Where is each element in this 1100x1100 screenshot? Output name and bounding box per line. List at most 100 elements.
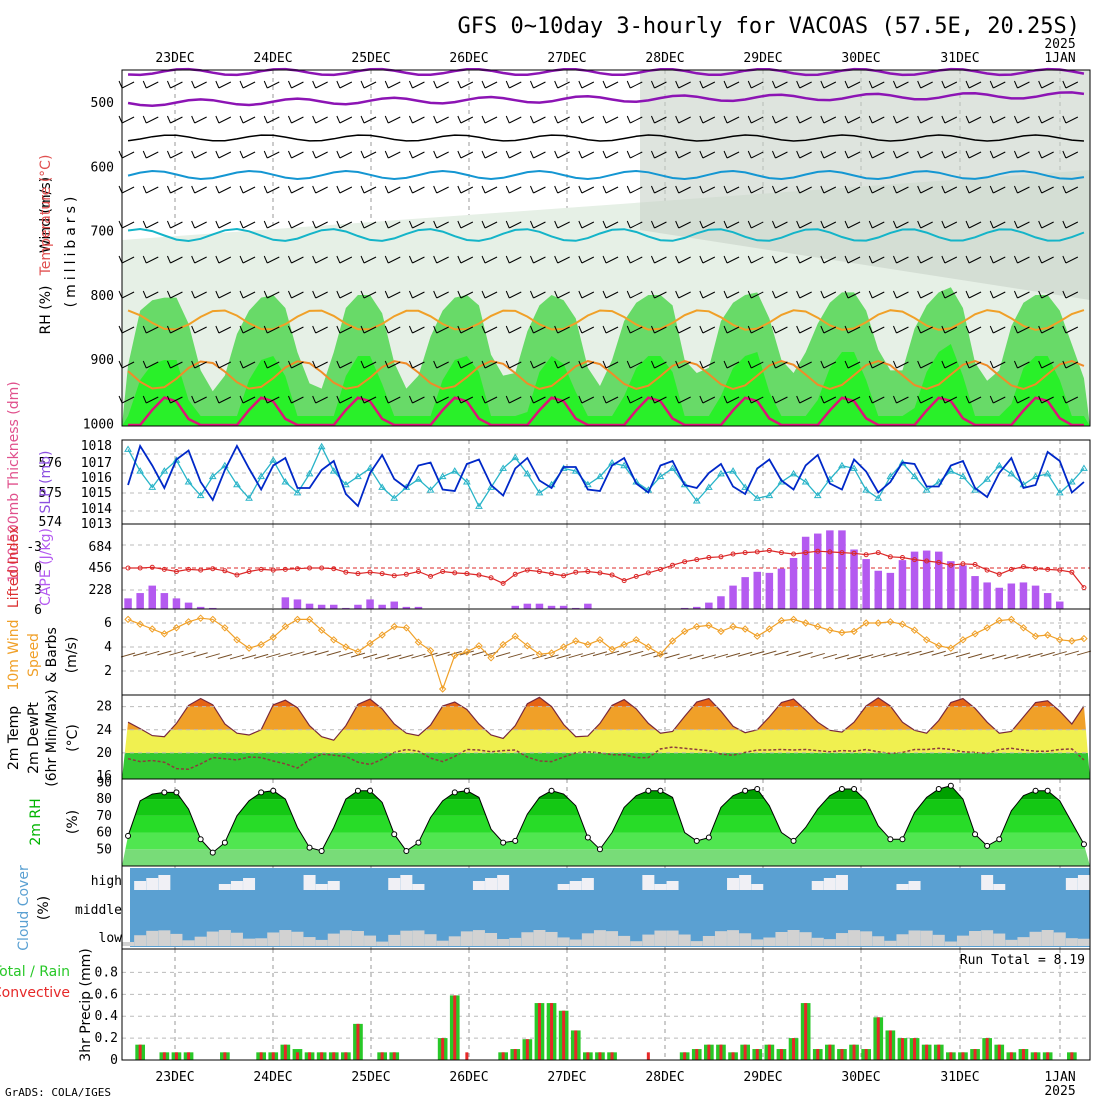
rh-marker xyxy=(657,787,664,794)
wind-barb xyxy=(726,151,740,159)
wind-barb xyxy=(315,396,328,404)
wind-barb xyxy=(436,396,449,404)
wind-barb-tick xyxy=(142,80,147,89)
thickness-marker xyxy=(475,502,483,509)
wind-barb-tick xyxy=(1038,80,1043,89)
thickness-marker xyxy=(862,486,871,493)
wind-barb xyxy=(872,151,885,159)
wind10-barb xyxy=(217,654,232,659)
cloud-low xyxy=(339,930,352,946)
wind-barb-tick xyxy=(917,360,922,369)
wind-barb xyxy=(509,151,522,159)
wind-barb xyxy=(315,81,328,89)
wind-barb xyxy=(726,116,740,124)
wind-barb xyxy=(170,291,183,299)
wind-barb-tick xyxy=(844,325,849,334)
temp2m-label-b: 2m DewPt xyxy=(26,702,42,774)
upper-unit-label: (millibars) xyxy=(63,193,79,308)
wind-barb-tick xyxy=(312,255,317,264)
cloud-high xyxy=(896,884,909,890)
cloud-low xyxy=(134,935,147,946)
wind-barb-tick xyxy=(1062,290,1067,299)
wind-barb xyxy=(170,361,183,369)
wind-barb xyxy=(218,81,232,89)
wind-barb-tick xyxy=(408,255,413,264)
wind10-barb xyxy=(387,654,402,660)
wind-barb xyxy=(533,256,546,264)
wind-barb xyxy=(194,326,207,334)
li-marker xyxy=(984,567,990,573)
rh-marker xyxy=(258,789,265,796)
wind-barb xyxy=(436,361,449,369)
wind-barb-tick xyxy=(650,255,655,264)
wind-barb-tick xyxy=(433,395,438,404)
thickness-marker xyxy=(583,480,592,488)
wind-barb xyxy=(267,116,280,124)
wind-barb-tick xyxy=(263,150,268,159)
li-left-tick: 6 xyxy=(34,603,42,618)
date-tick-top: 24DEC xyxy=(253,51,292,66)
cape-bar xyxy=(523,603,532,609)
thickness-marker xyxy=(196,491,205,499)
cape-bar xyxy=(571,607,580,609)
wind-barb-tick xyxy=(989,115,994,124)
precip-conv-bar xyxy=(997,1044,1001,1060)
wind-barb-tick xyxy=(1013,185,1018,194)
wind-barb xyxy=(363,256,377,264)
wind-barb xyxy=(242,361,256,369)
wind-barb xyxy=(605,186,619,194)
rh-marker xyxy=(596,846,603,853)
wind-barb xyxy=(436,186,449,194)
wind-barb xyxy=(775,361,788,369)
wind-barb-tick xyxy=(1013,115,1018,124)
wind-barb xyxy=(775,326,788,334)
cape-bar xyxy=(414,606,423,609)
precip-conv-bar xyxy=(695,1049,699,1060)
wind-barb-tick xyxy=(917,150,922,159)
wind10-barb xyxy=(520,653,535,659)
wind-barb xyxy=(339,361,353,369)
wind-barb xyxy=(1017,291,1030,299)
wind-barb-tick xyxy=(941,325,946,334)
wind-barb-tick xyxy=(142,395,147,404)
wind-barb-tick xyxy=(1013,220,1018,229)
cloud-high xyxy=(835,875,848,890)
wind10-barb xyxy=(665,653,680,659)
cloud-high xyxy=(146,878,159,890)
wind10-barb xyxy=(1052,651,1067,657)
wind-barb xyxy=(630,256,643,264)
wind-barb-tick xyxy=(287,395,292,404)
wind-barb-tick xyxy=(675,220,680,229)
thickness-marker xyxy=(269,456,278,463)
cloud-low xyxy=(182,940,195,946)
date-tick-bottom: 30DEC xyxy=(841,1070,880,1085)
wind-barb xyxy=(678,186,691,194)
wind-barb xyxy=(872,116,885,124)
wind10-barb xyxy=(931,650,946,656)
li-marker xyxy=(742,550,748,556)
wind-barb xyxy=(484,81,498,89)
precip-conv-bar xyxy=(223,1052,227,1060)
wind-barb xyxy=(121,116,135,124)
wind-barb-tick xyxy=(989,290,994,299)
precip-conv-bar xyxy=(162,1052,166,1060)
wind-barb xyxy=(775,291,788,299)
wind-barb xyxy=(1017,396,1030,404)
wind-barb xyxy=(121,361,135,369)
wind-barb-tick xyxy=(771,360,776,369)
wind10-barb xyxy=(810,652,825,658)
cloud-low xyxy=(835,933,848,946)
cape-bar xyxy=(535,603,544,609)
wind-barb-tick xyxy=(989,185,994,194)
wind-barb-tick xyxy=(360,220,365,229)
li-marker xyxy=(173,569,179,574)
wind10-barb xyxy=(786,651,801,657)
thickness-marker xyxy=(378,483,387,490)
wind10-marker xyxy=(862,619,870,627)
wind-barb xyxy=(654,186,667,194)
upper-y-tick: 700 xyxy=(91,225,114,240)
wind10-barb xyxy=(508,653,523,659)
rh-marker xyxy=(270,787,277,794)
wind-barb-tick xyxy=(796,255,801,264)
wind10-marker xyxy=(572,637,580,645)
